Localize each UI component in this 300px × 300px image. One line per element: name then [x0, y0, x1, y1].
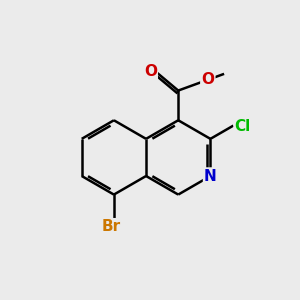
Text: N: N	[204, 169, 217, 184]
Text: Cl: Cl	[235, 119, 251, 134]
Text: O: O	[144, 64, 157, 80]
Text: Br: Br	[101, 219, 121, 234]
Text: O: O	[201, 71, 214, 86]
